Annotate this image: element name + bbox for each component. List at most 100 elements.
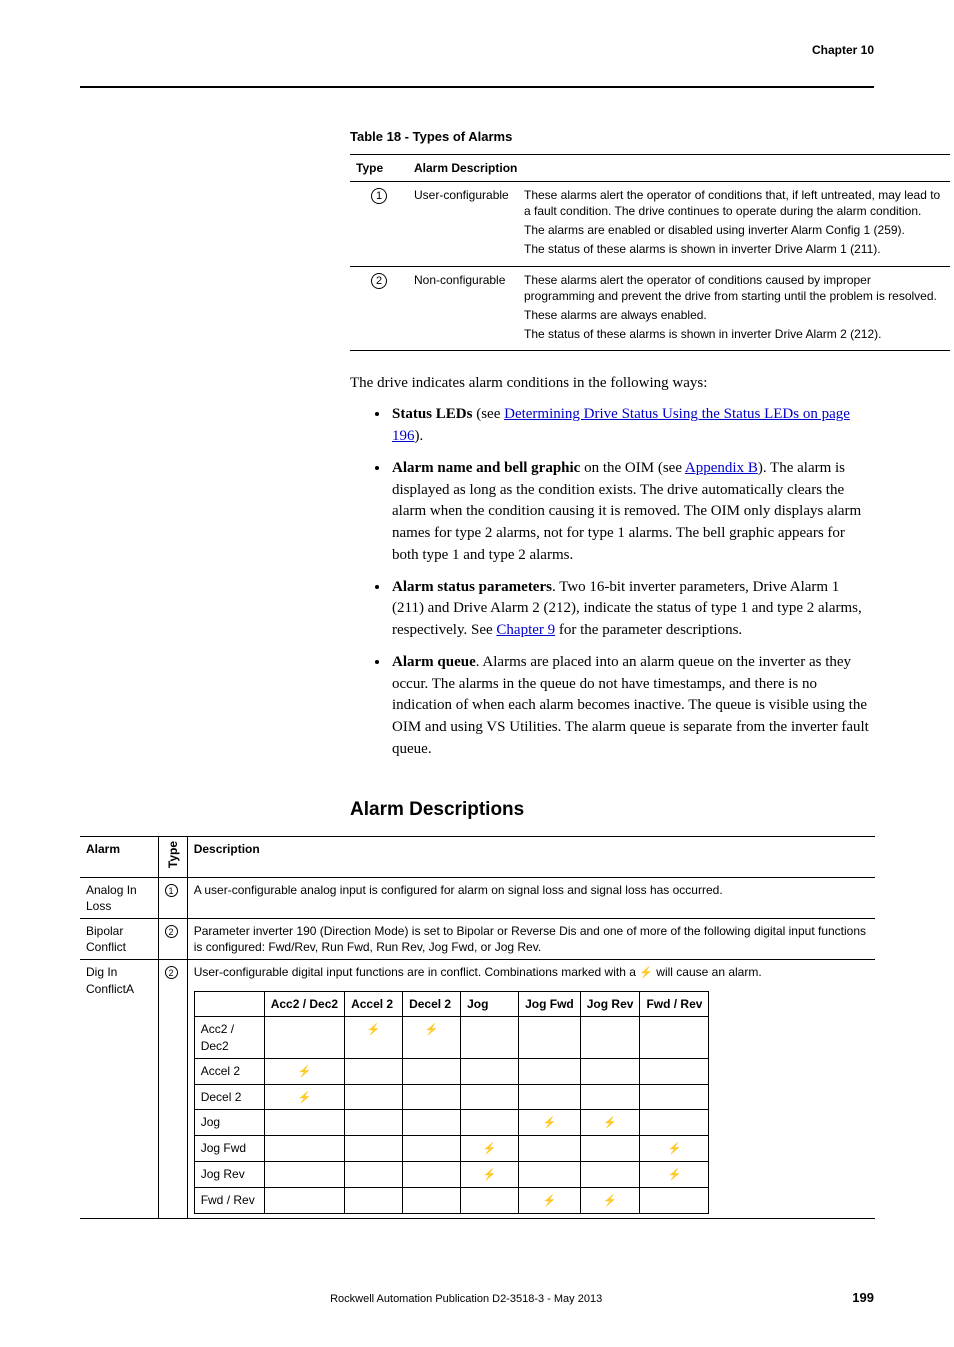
conflict-icon: ⚡ [668, 1142, 682, 1157]
cell-desc: These alarms alert the operator of condi… [518, 266, 950, 351]
matrix-cell: ⚡ [640, 1162, 709, 1188]
section-title: Alarm Descriptions [350, 797, 874, 823]
cell-type: 1 [350, 181, 408, 266]
matrix-cell [264, 1017, 344, 1058]
matrix-cell [461, 1058, 519, 1084]
intro-para: The drive indicates alarm conditions in … [350, 373, 874, 394]
cell-name: Non-configurable [408, 266, 518, 351]
cell-desc: User-configurable digital input function… [187, 960, 875, 1218]
cell-desc: A user-configurable analog input is conf… [187, 877, 875, 918]
r3-post: will cause an alarm. [656, 965, 761, 979]
th-alarm: Alarm [80, 837, 158, 877]
type-badge: 1 [371, 188, 387, 204]
matrix-col: Jog Fwd [519, 992, 581, 1017]
matrix-cell: ⚡ [461, 1136, 519, 1162]
cell-alarm: Analog In Loss [80, 877, 158, 918]
matrix-cell [461, 1084, 519, 1110]
cell-alarm: Dig In ConflictA [80, 960, 158, 1218]
matrix-cell [264, 1188, 344, 1214]
matrix-cell [264, 1162, 344, 1188]
matrix-cell: ⚡ [403, 1017, 461, 1058]
li2-lead: Alarm name and bell graphic [392, 460, 580, 476]
li4-lead: Alarm queue [392, 654, 476, 670]
footer-page: 199 [852, 1289, 874, 1307]
li1-tail: ). [415, 428, 424, 444]
list-item: Alarm queue. Alarms are placed into an a… [390, 652, 874, 761]
matrix-cell [403, 1084, 461, 1110]
matrix-cell [264, 1136, 344, 1162]
matrix-cell [640, 1110, 709, 1136]
table-row: Dig In ConflictA 2 User-configurable dig… [80, 960, 875, 1218]
matrix-cell [519, 1084, 581, 1110]
matrix-cell [403, 1058, 461, 1084]
matrix-cell: ⚡ [580, 1110, 640, 1136]
matrix-cell [461, 1188, 519, 1214]
matrix-cell [640, 1084, 709, 1110]
conflict-icon: ⚡ [543, 1116, 557, 1131]
matrix-cell [345, 1084, 403, 1110]
li3-tail: for the parameter descriptions. [555, 622, 742, 638]
table18-caption: Table 18 - Types of Alarms [350, 128, 874, 146]
matrix-cell [345, 1136, 403, 1162]
th-type-text: Type [165, 841, 181, 868]
conflict-icon: ⚡ [298, 1065, 312, 1080]
matrix-row: Jog [194, 1110, 264, 1136]
matrix-cell [461, 1017, 519, 1058]
th-type-col: Type [158, 837, 187, 877]
table-row: Bipolar Conflict 2 Parameter inverter 19… [80, 919, 875, 960]
cell-alarm: Bipolar Conflict [80, 919, 158, 960]
matrix-row: Fwd / Rev [194, 1188, 264, 1214]
li3-link[interactable]: Chapter 9 [496, 622, 555, 638]
li2-link[interactable]: Appendix B [685, 460, 758, 476]
matrix-col: Accel 2 [345, 992, 403, 1017]
th-desc: Description [187, 837, 875, 877]
matrix-cell: ⚡ [461, 1162, 519, 1188]
chapter-label: Chapter 10 [812, 42, 874, 58]
matrix-cell [345, 1188, 403, 1214]
matrix-cell [580, 1058, 640, 1084]
list-item: Status LEDs (see Determining Drive Statu… [390, 404, 874, 448]
list-item: Alarm status parameters. Two 16-bit inve… [390, 577, 874, 642]
matrix-cell [264, 1110, 344, 1136]
header-rule [80, 86, 874, 88]
cell-type: 2 [158, 919, 187, 960]
matrix-row: Jog Rev [194, 1162, 264, 1188]
matrix-cell: ⚡ [264, 1058, 344, 1084]
matrix-cell [403, 1110, 461, 1136]
type-badge: 2 [165, 925, 178, 938]
matrix-col: Fwd / Rev [640, 992, 709, 1017]
li3-lead: Alarm status parameters [392, 579, 552, 595]
page-header: Chapter 10 [80, 42, 874, 58]
type-badge: 2 [165, 966, 178, 979]
conflict-icon: ⚡ [603, 1194, 617, 1209]
matrix-col: Acc2 / Dec2 [264, 992, 344, 1017]
matrix-cell: ⚡ [640, 1136, 709, 1162]
matrix-cell [640, 1058, 709, 1084]
conflict-icon: ⚡ [367, 1023, 381, 1038]
r3-pre: User-configurable digital input function… [194, 965, 640, 979]
matrix-cell [519, 1017, 581, 1058]
matrix-cell [640, 1188, 709, 1214]
conflict-icon: ⚡ [603, 1116, 617, 1131]
indicator-list: Status LEDs (see Determining Drive Statu… [390, 404, 874, 760]
cell-desc: These alarms alert the operator of condi… [518, 181, 950, 266]
li2-rest: on the OIM (see [580, 460, 685, 476]
conflict-icon: ⚡ [298, 1091, 312, 1106]
type-badge: 2 [371, 273, 387, 289]
matrix-cell [461, 1110, 519, 1136]
table-row: Analog In Loss 1 A user-configurable ana… [80, 877, 875, 918]
cell-desc: Parameter inverter 190 (Direction Mode) … [187, 919, 875, 960]
matrix-cell [345, 1058, 403, 1084]
page-footer: Rockwell Automation Publication D2-3518-… [80, 1289, 874, 1307]
conflict-icon: ⚡ [425, 1023, 439, 1038]
matrix-cell [403, 1188, 461, 1214]
matrix-row: Accel 2 [194, 1058, 264, 1084]
li1-rest: (see [472, 406, 504, 422]
matrix-cell [580, 1017, 640, 1058]
cell-name: User-configurable [408, 181, 518, 266]
alarm-desc-table: Alarm Type Description Analog In Loss 1 … [80, 836, 875, 1219]
th-type: Type [350, 154, 408, 181]
matrix-cell: ⚡ [345, 1017, 403, 1058]
conflict-icon: ⚡ [668, 1168, 682, 1183]
li1-lead: Status LEDs [392, 406, 472, 422]
